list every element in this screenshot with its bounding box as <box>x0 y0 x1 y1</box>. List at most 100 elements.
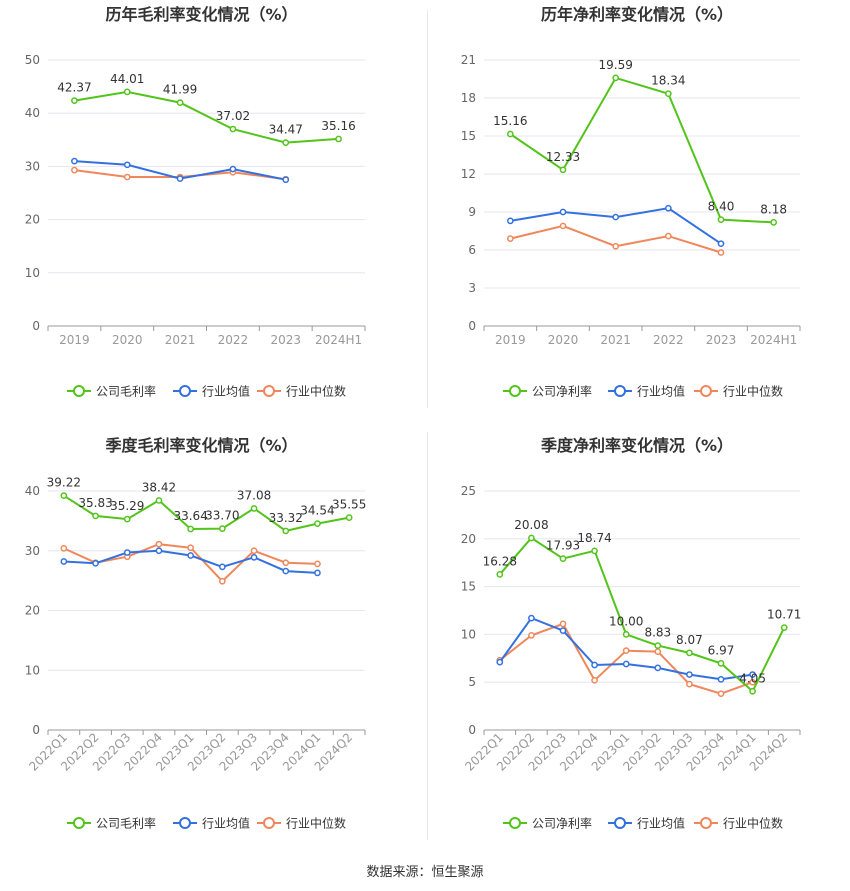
data-point-median <box>187 544 194 552</box>
data-point-company <box>176 99 184 106</box>
data-point-avg <box>559 627 567 634</box>
data-point-median <box>71 166 78 174</box>
data-label: 16.28 <box>483 554 517 568</box>
data-point-avg <box>686 671 693 678</box>
legend-marker-company <box>73 385 85 397</box>
data-point-median <box>654 648 662 655</box>
x-tick-label: 2020 <box>112 333 143 347</box>
data-point-avg <box>612 213 620 221</box>
data-point-company <box>219 525 226 532</box>
data-label: 20.08 <box>514 518 548 532</box>
data-point-company <box>71 97 78 104</box>
chart-title: 历年毛利率变化情况（%） <box>105 5 297 24</box>
data-point-company <box>229 125 237 133</box>
y-tick-label: 20 <box>461 532 476 546</box>
data-point-company <box>506 130 514 138</box>
series-line-company <box>499 536 786 693</box>
data-point-avg <box>664 204 672 212</box>
data-point-avg <box>282 567 290 575</box>
data-point-median <box>591 676 598 684</box>
legend-marker-avg <box>614 817 626 829</box>
data-point-median <box>314 560 321 568</box>
legend-label-company: 公司净利率 <box>532 816 592 831</box>
x-tick-label: 2019 <box>59 333 90 347</box>
y-tick-label: 20 <box>25 213 40 227</box>
divider-top <box>427 10 428 408</box>
data-point-avg <box>229 165 237 173</box>
chart-title: 季度毛利率变化情况（%） <box>104 436 297 455</box>
y-tick-label: 9 <box>468 205 476 219</box>
divider-bottom <box>427 432 428 840</box>
data-point-company <box>612 74 620 82</box>
data-label: 42.37 <box>57 81 91 95</box>
legend-marker-company <box>509 817 521 829</box>
y-tick-label: 0 <box>468 723 476 737</box>
data-label: 38.42 <box>142 480 176 494</box>
data-point-median <box>612 242 620 250</box>
chart-title: 历年净利率变化情况（%） <box>541 5 733 24</box>
y-tick-label: 25 <box>461 484 476 498</box>
data-point-avg <box>559 208 567 216</box>
data-point-avg <box>496 658 504 666</box>
data-point-company <box>749 687 756 695</box>
data-point-avg <box>187 552 194 559</box>
data-label: 34.54 <box>300 504 334 518</box>
y-tick-label: 10 <box>25 663 40 677</box>
data-label: 8.18 <box>760 202 787 216</box>
data-point-median <box>282 559 290 567</box>
data-point-avg <box>314 569 321 577</box>
data-label: 4.05 <box>739 671 766 685</box>
y-tick-label: 0 <box>32 723 40 737</box>
data-point-company <box>123 515 131 523</box>
data-point-median <box>717 690 725 698</box>
data-point-company <box>92 512 99 520</box>
y-tick-label: 21 <box>461 53 476 67</box>
series-line-avg <box>510 207 722 245</box>
data-label: 39.22 <box>47 476 81 490</box>
data-label: 44.01 <box>110 72 144 86</box>
data-point-avg <box>282 176 290 184</box>
data-point-avg <box>654 664 662 672</box>
y-tick-label: 0 <box>32 319 40 333</box>
x-tick-label: 2021 <box>165 333 196 347</box>
chart-body: 历年净利率变化情况（%） 0 3 6 9 12 15 18 21 2019 2020 2021 2022… <box>461 5 801 399</box>
data-point-company <box>155 497 163 504</box>
y-tick-label: 10 <box>25 266 40 280</box>
legend-label-avg: 行业均值 <box>202 384 250 399</box>
data-point-company <box>622 631 630 638</box>
legend-marker-avg <box>614 385 626 397</box>
data-point-avg <box>528 614 535 622</box>
data-point-company <box>187 525 194 533</box>
series-line-company <box>509 76 774 224</box>
data-label: 35.83 <box>78 496 112 510</box>
data-label: 37.08 <box>237 488 271 502</box>
x-tick-label: 2019 <box>495 333 526 347</box>
legend-marker-median <box>700 817 712 829</box>
x-tick-label: 2023 <box>270 333 301 347</box>
legend-marker-avg <box>179 817 191 829</box>
data-point-company <box>780 624 788 631</box>
chart-panel-annual-gross-margin: 历年毛利率变化情况（%） 0 10 20 30 40 50 2019 2020 2021 2022 2… <box>0 0 425 410</box>
legend-marker-median <box>263 817 275 829</box>
data-label: 12.33 <box>546 150 580 164</box>
data-label: 19.59 <box>598 58 632 72</box>
legend-label-avg: 行业均值 <box>637 816 685 831</box>
data-label: 10.00 <box>609 614 643 628</box>
legend-label-avg: 行业均值 <box>202 816 250 831</box>
data-label: 8.07 <box>676 633 703 647</box>
data-point-company <box>335 135 342 143</box>
x-tick-label: 2024H1 <box>750 333 797 347</box>
data-point-avg <box>250 553 258 561</box>
data-label: 17.93 <box>546 539 580 553</box>
data-point-company <box>250 505 258 512</box>
legend-label-median: 行业中位数 <box>286 384 346 399</box>
data-point-company <box>770 219 778 226</box>
data-label: 37.02 <box>216 109 250 123</box>
data-label: 34.47 <box>269 123 303 137</box>
legend-label-avg: 行业均值 <box>637 384 685 399</box>
data-point-company <box>496 571 504 578</box>
series-line-company <box>63 494 350 532</box>
data-label: 35.16 <box>321 119 355 133</box>
y-tick-label: 20 <box>25 604 40 618</box>
chart-panel-quarterly-net-margin: 季度净利率变化情况（%） 0 5 10 15 20 25 2022Q1 2022Q2 2022Q3… <box>425 430 850 850</box>
